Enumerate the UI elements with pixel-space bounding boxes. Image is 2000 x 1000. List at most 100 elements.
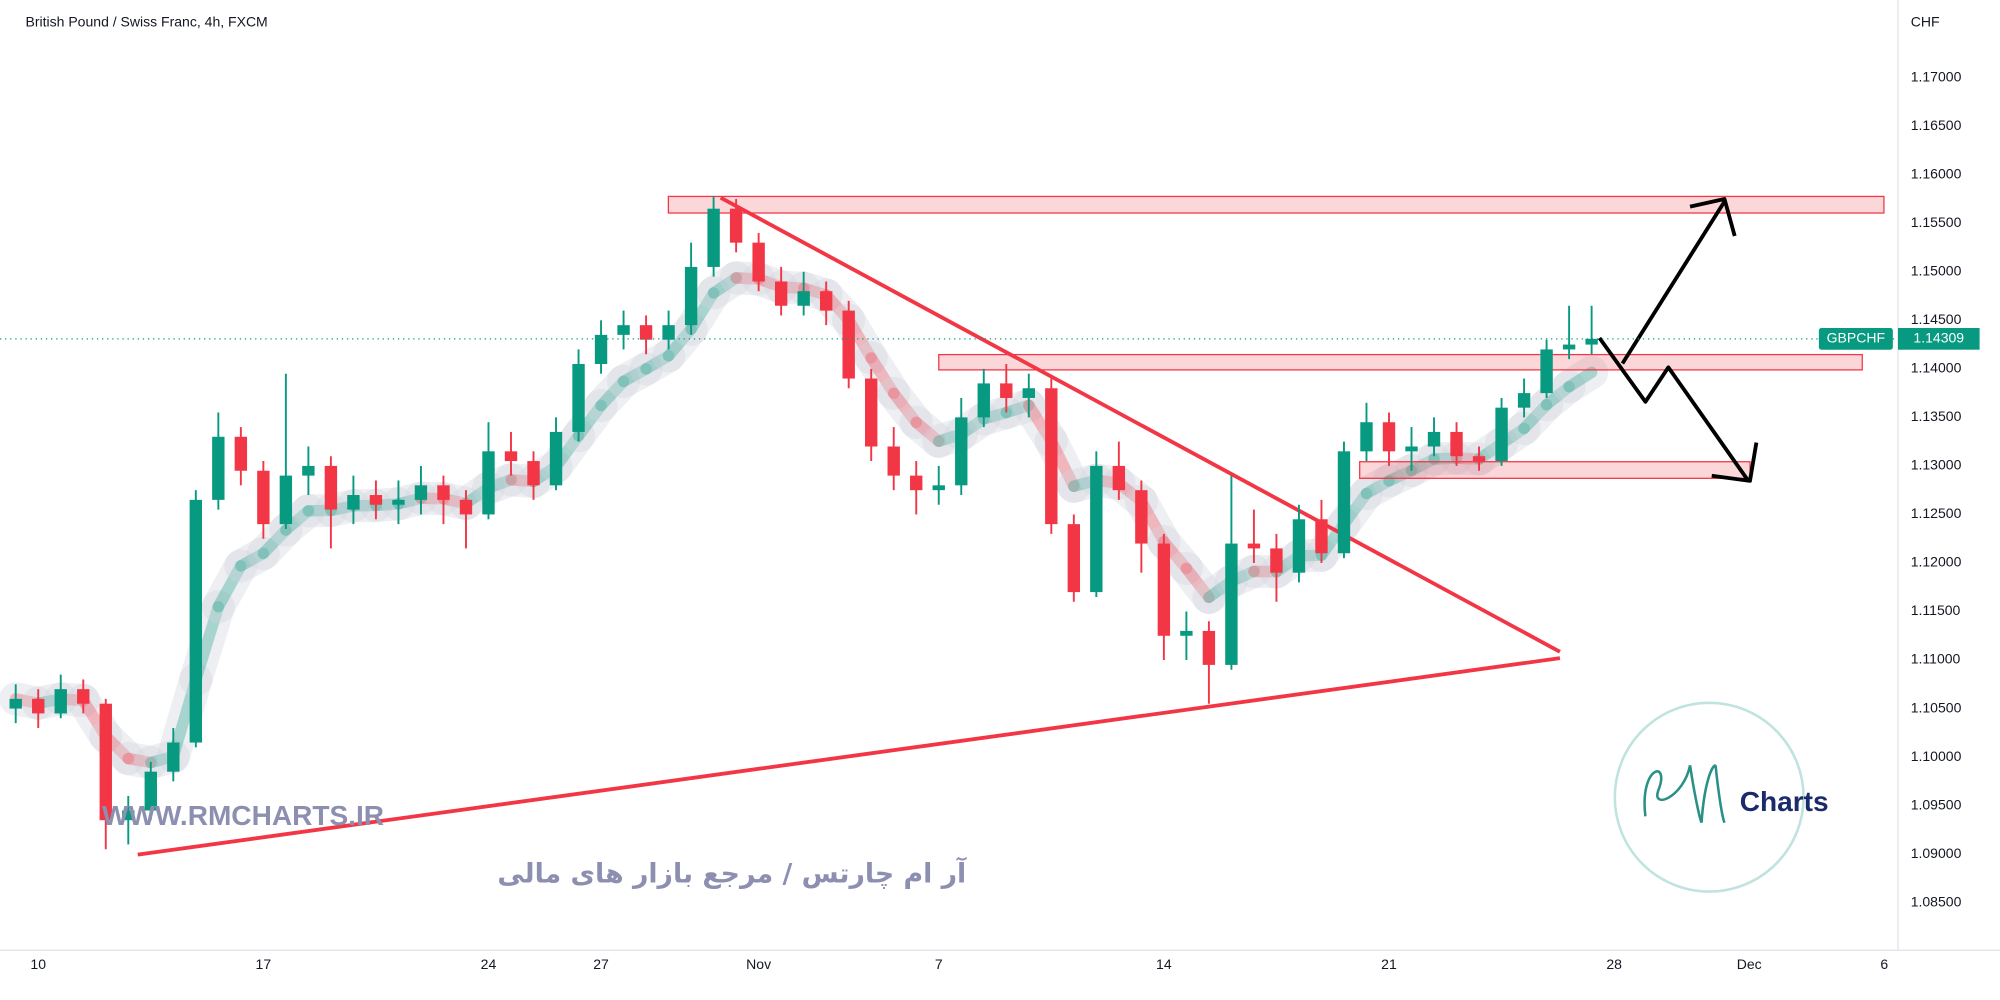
- candle-body: [1225, 543, 1238, 665]
- candle-body: [617, 325, 630, 335]
- ma-band: [584, 364, 641, 423]
- candle-body: [1585, 338, 1598, 345]
- y-tick-label: 1.11500: [1911, 602, 1961, 618]
- symbol-tag-text: GBPCHF: [1827, 330, 1885, 346]
- x-tick-label: 17: [256, 956, 272, 972]
- candle-body: [865, 378, 878, 447]
- y-tick-label: 1.13500: [1911, 408, 1962, 424]
- candle-body: [707, 208, 720, 267]
- ma-band: [989, 388, 1046, 430]
- candle-body: [1045, 388, 1058, 525]
- y-tick-label: 1.09500: [1911, 796, 1962, 812]
- candle-body: [549, 431, 563, 486]
- y-tick-label: 1.13000: [1911, 457, 1962, 473]
- ma-line: [640, 350, 675, 375]
- x-tick-label: Dec: [1737, 956, 1762, 972]
- x-tick-label: 24: [481, 956, 497, 972]
- y-tick-label: 1.09000: [1911, 845, 1962, 861]
- candle-body: [1517, 393, 1531, 408]
- candle-body: [482, 451, 495, 515]
- y-tick-label: 1.12000: [1911, 554, 1962, 570]
- x-tick-label: 21: [1381, 956, 1397, 972]
- ma-line: [212, 560, 247, 613]
- candle-body: [774, 281, 788, 306]
- ma-band: [629, 339, 686, 386]
- ma-band: [1372, 453, 1429, 498]
- ma-line: [235, 547, 270, 572]
- ma-band: [1169, 551, 1226, 614]
- candle-body: [302, 465, 315, 476]
- ascending-trendline: [137, 656, 1561, 857]
- candle-body: [257, 470, 270, 525]
- ma-line: [662, 323, 697, 362]
- candle-body: [279, 475, 293, 525]
- ma-band: [1552, 355, 1609, 404]
- ma-line: [707, 272, 742, 299]
- candle-body: [955, 417, 968, 486]
- candle-body: [77, 689, 90, 704]
- candle-body: [54, 689, 67, 714]
- ma-band: [269, 494, 325, 547]
- candle-body: [1360, 422, 1373, 452]
- ma-band: [1530, 370, 1586, 422]
- resistance-zone: [667, 195, 1885, 214]
- ma-line: [1360, 475, 1395, 500]
- candle-body: [1202, 630, 1216, 665]
- ma-band: [877, 376, 933, 439]
- candle-body: [1090, 465, 1103, 593]
- ma-band: [899, 405, 956, 458]
- candle-body: [459, 499, 473, 515]
- candle-body: [1315, 519, 1328, 554]
- y-tick-label: 1.15500: [1911, 214, 1962, 230]
- price-tag: [1897, 328, 1980, 350]
- x-tick-label: 28: [1606, 956, 1622, 972]
- candle-body: [1382, 422, 1396, 452]
- ma-band: [967, 396, 1023, 436]
- candle-body: [1067, 524, 1081, 593]
- ma-line: [280, 505, 315, 536]
- ma-band: [854, 341, 911, 410]
- candle-body: [212, 436, 225, 500]
- ma-band: [652, 312, 708, 373]
- chart-title: British Pound / Swiss Franc, 4h, FXCM: [26, 14, 268, 30]
- candle-body: [99, 703, 112, 821]
- bearish-arrow-head: [1711, 442, 1759, 483]
- watermark-tagline: آر ام چارتس / مرجع بازار های مالی: [497, 856, 967, 889]
- ma-band: [224, 536, 280, 583]
- ma-line: [1563, 366, 1598, 393]
- ma-band: [1507, 388, 1564, 446]
- ma-line: [617, 363, 652, 388]
- candle-body: [1157, 543, 1171, 636]
- logo-text: Charts: [1740, 786, 1829, 817]
- descending-trendline: [719, 196, 1561, 654]
- candles: [9, 196, 1598, 850]
- candle-body: [639, 325, 653, 340]
- candle-body: [527, 461, 540, 486]
- ma-line: [910, 416, 945, 447]
- candle-body: [347, 495, 360, 510]
- candle-body: [572, 363, 585, 432]
- ma-band: [201, 549, 258, 624]
- ma-line: [257, 524, 292, 560]
- ma-line: [122, 752, 157, 769]
- candle-body: [819, 291, 833, 311]
- breakout-zone: [938, 353, 1863, 371]
- candle-body: [1112, 465, 1126, 491]
- candle-body: [1562, 344, 1576, 350]
- candle-body: [1270, 548, 1283, 573]
- candle-body: [797, 291, 810, 306]
- ma-line: [1518, 399, 1553, 435]
- candle-body: [32, 698, 45, 714]
- ma-line: [887, 387, 922, 429]
- y-tick-label: 1.15000: [1911, 262, 1962, 278]
- ma-line: [978, 406, 1013, 425]
- candle-body: [1495, 407, 1508, 462]
- scenario-arrows: [1597, 197, 1759, 483]
- ma-line: [1540, 380, 1575, 411]
- ma-band: [697, 261, 753, 310]
- ma-band: [1394, 442, 1451, 488]
- candle-body: [144, 771, 157, 811]
- candle-body: [1022, 388, 1035, 398]
